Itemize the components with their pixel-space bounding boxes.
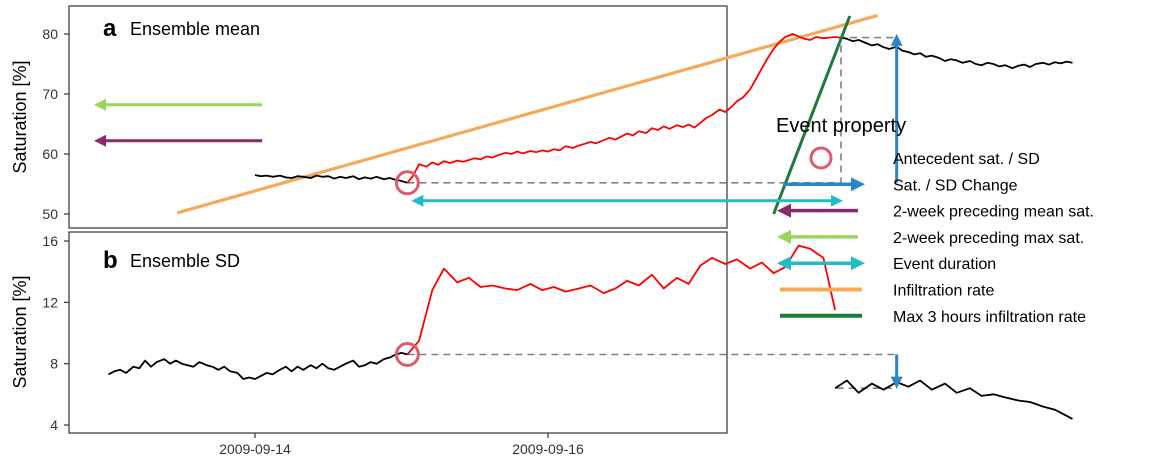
legend-entry-label: Sat. / SD Change bbox=[893, 177, 1018, 194]
x-tick-label: 2009-09-14 bbox=[219, 441, 291, 457]
panel-b-frame bbox=[68, 231, 728, 434]
antecedent-circle-marker bbox=[394, 170, 420, 196]
panel-b-letter: b bbox=[103, 247, 118, 274]
x-tick-label: 2009-09-16 bbox=[512, 441, 584, 457]
panel-b-y-axis-label: Saturation [%] bbox=[10, 275, 30, 388]
infiltration-rate-line bbox=[176, 13, 879, 215]
panel-b-y-ticks: 4 8 12 16 bbox=[42, 233, 69, 433]
panel-a-y-ticks: 50 60 70 80 bbox=[42, 26, 69, 222]
panel-a-frame bbox=[68, 5, 728, 229]
max-3h-infiltration-line bbox=[772, 15, 852, 215]
saturation-series-line bbox=[108, 351, 408, 380]
legend-title: Event property bbox=[776, 115, 906, 137]
saturation-series-line bbox=[840, 36, 1073, 70]
x-axis: 2009-09-14 2009-09-16 bbox=[219, 433, 584, 457]
legend-entry-label: 2-week preceding mean sat. bbox=[893, 204, 1094, 221]
legend-entry-label: Infiltration rate bbox=[893, 283, 994, 300]
y-tick-label: 60 bbox=[42, 146, 58, 162]
y-tick-label: 80 bbox=[42, 26, 58, 42]
panel-b-overlays bbox=[394, 341, 903, 389]
saturation-series-line bbox=[254, 174, 408, 184]
panel-a-letter: a bbox=[103, 15, 117, 42]
saturation-series-line bbox=[834, 379, 1073, 420]
antecedent-circle-marker bbox=[394, 341, 420, 367]
panel-a-overlays bbox=[94, 15, 903, 215]
y-tick-label: 50 bbox=[42, 206, 58, 222]
legend-entry-label: 2-week preceding max sat. bbox=[893, 230, 1084, 247]
dashed-reference-line bbox=[407, 36, 897, 184]
legend-entry-label: Event duration bbox=[893, 256, 996, 273]
legend-circle-icon bbox=[809, 146, 833, 170]
event-series-line bbox=[406, 33, 842, 184]
legend: Event property Antecedent sat. / SD Sat. … bbox=[776, 115, 1094, 326]
y-tick-label: 16 bbox=[42, 233, 58, 249]
panel-a-series bbox=[254, 33, 1073, 184]
y-tick-label: 12 bbox=[42, 294, 58, 310]
panel-b-title: Ensemble SD bbox=[130, 251, 240, 271]
event-series-line bbox=[406, 244, 836, 356]
panel-a-title: Ensemble mean bbox=[130, 19, 260, 39]
y-tick-label: 4 bbox=[50, 417, 58, 433]
y-tick-label: 8 bbox=[50, 356, 58, 372]
panel-a-y-axis-label: Saturation [%] bbox=[10, 60, 30, 173]
y-tick-label: 70 bbox=[42, 86, 58, 102]
panel-b-series bbox=[108, 244, 1073, 420]
legend-entry-label: Antecedent sat. / SD bbox=[893, 151, 1040, 168]
legend-entries: Antecedent sat. / SD Sat. / SD Change 2-we… bbox=[777, 146, 1094, 326]
legend-entry-label: Max 3 hours infiltration rate bbox=[893, 309, 1086, 326]
panel-a-annotations bbox=[176, 13, 897, 215]
panel-b: b Ensemble SD Saturation [%] 4 8 12 16 bbox=[10, 231, 1073, 434]
panel-a: a Ensemble mean Saturation [%] 50 60 70 80 bbox=[10, 5, 1073, 229]
